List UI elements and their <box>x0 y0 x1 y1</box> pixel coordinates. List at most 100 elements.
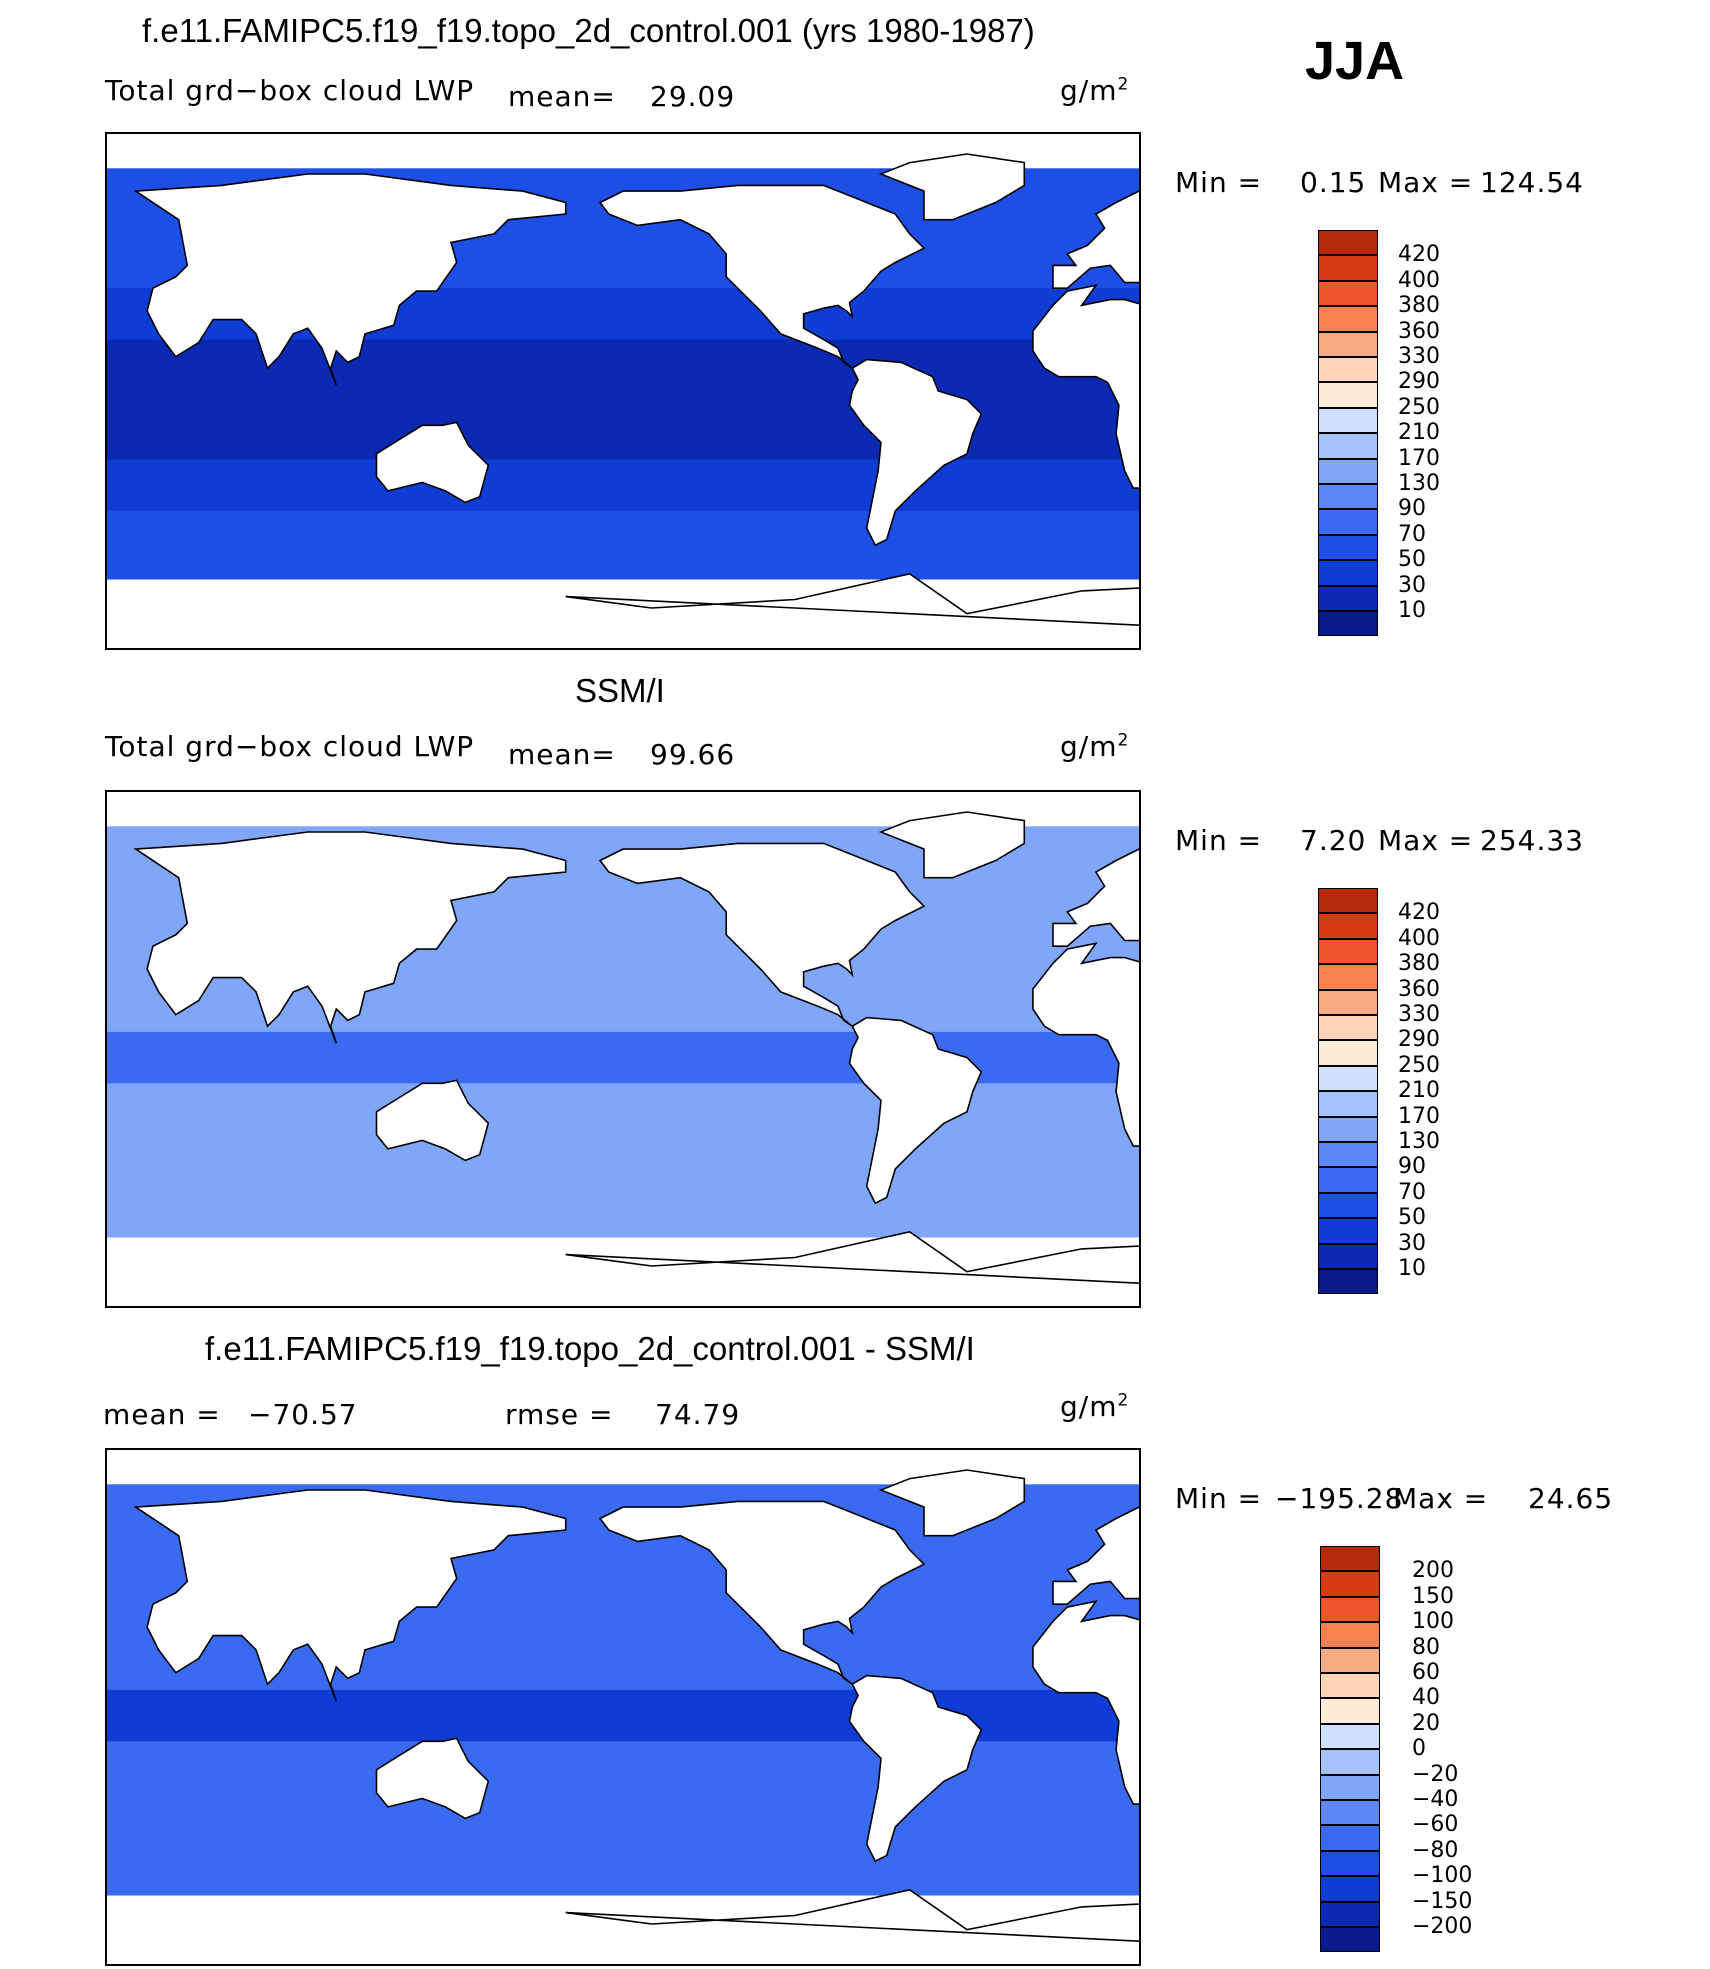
panel2-min-label: Min = <box>1175 824 1263 857</box>
ocean-field-band <box>107 1220 1139 1238</box>
ocean-field-band <box>107 1014 1139 1033</box>
colorbar-swatch <box>1318 1269 1378 1295</box>
ocean-field-band <box>107 1066 1139 1084</box>
ocean-field-band <box>107 339 1139 358</box>
colorbar-swatch <box>1318 1218 1378 1244</box>
colorbar-swatch <box>1320 1622 1380 1648</box>
colorbar-swatch <box>1318 888 1378 914</box>
panel1-min-value: 0.15 <box>1300 166 1367 199</box>
ocean-field-band <box>107 1792 1139 1811</box>
continent-antarctica <box>565 1888 1139 1942</box>
colorbar-tick-label: 130 <box>1398 471 1440 496</box>
continent-greenland <box>878 811 1026 879</box>
colorbar-swatch <box>1320 1901 1380 1927</box>
colorbar-swatch <box>1318 611 1378 637</box>
panel2-mean-value: 99.66 <box>650 738 736 771</box>
ocean-field-band <box>107 1844 1139 1862</box>
ocean-field-band <box>107 562 1139 580</box>
colorbar-swatch <box>1320 1673 1380 1699</box>
colorbar-tick-label: 10 <box>1398 1256 1426 1281</box>
ocean-field-band <box>107 1809 1139 1828</box>
colorbar-swatch <box>1320 1850 1380 1877</box>
panel3-rmse-value: 74.79 <box>655 1398 741 1431</box>
colorbar-tick-label: 80 <box>1412 1634 1440 1660</box>
ocean-field-band <box>107 1878 1139 1896</box>
panel3-max-label: Max = <box>1393 1482 1489 1515</box>
colorbar-tick-label: −80 <box>1412 1837 1459 1863</box>
colorbar-tick-label: 130 <box>1398 1129 1440 1154</box>
ocean-field-band <box>107 1100 1139 1119</box>
colorbar-swatch <box>1318 534 1378 561</box>
panel3-map <box>105 1448 1141 1966</box>
continent-greenland <box>878 153 1026 221</box>
ocean-field-band <box>107 373 1139 392</box>
colorbar-swatch <box>1318 484 1378 510</box>
colorbar-tick-label: 330 <box>1398 1002 1440 1027</box>
colorbar-swatch <box>1318 382 1378 408</box>
panel1-map <box>105 132 1141 650</box>
panel2-colorbar: 420 400 380 360 330 290 250 210 170 130 90 70 50 30 10 <box>1318 888 1518 1298</box>
colorbar-swatch <box>1318 1015 1378 1041</box>
colorbar-swatch <box>1320 1647 1380 1673</box>
colorbar-tick-label: 20 <box>1412 1710 1440 1736</box>
ocean-field-band <box>107 442 1139 461</box>
ocean-field-band <box>107 1707 1139 1725</box>
panel2-max-label: Max = <box>1378 824 1474 857</box>
ocean-field-band <box>107 1168 1139 1187</box>
ocean-field-band <box>107 356 1139 375</box>
continent-antarctica <box>565 1230 1139 1284</box>
colorbar-swatch <box>1318 1091 1378 1117</box>
colorbar-swatch <box>1318 1040 1378 1066</box>
panel1-mean-label: mean= <box>508 80 616 113</box>
panel2-units: g/m2 <box>1060 730 1130 763</box>
colorbar-swatch <box>1320 1876 1380 1902</box>
panel1-colorbar: 420 400 380 360 330 290 250 210 170 130 90 70 50 30 10 <box>1318 230 1518 640</box>
panel1-max-label: Max = <box>1378 166 1474 199</box>
colorbar-tick-label: 170 <box>1398 1103 1440 1129</box>
ocean-field-band <box>107 1049 1139 1067</box>
panel3-rmse-label: rmse = <box>505 1398 614 1431</box>
ocean-field-band <box>107 1134 1139 1153</box>
continent-africa <box>1032 1600 1139 1805</box>
ocean-field-band <box>107 1655 1139 1674</box>
continent-europe <box>1052 1506 1139 1605</box>
colorbar-tick-label: −100 <box>1412 1863 1473 1889</box>
colorbar-tick-label: 250 <box>1398 394 1440 420</box>
panel2-map-svg <box>107 811 1139 1306</box>
colorbar-tick-label: 210 <box>1398 420 1440 446</box>
ocean-field-band <box>107 1186 1139 1204</box>
panel3-units: g/m2 <box>1060 1390 1130 1423</box>
ocean-field-band <box>107 408 1139 426</box>
colorbar-tick-label: 60 <box>1412 1660 1440 1685</box>
colorbar-tick-label: 290 <box>1398 369 1440 395</box>
colorbar-swatch <box>1318 1142 1378 1168</box>
colorbar-tick-label: 330 <box>1398 344 1440 369</box>
panel1-max-value: 124.54 <box>1480 166 1584 199</box>
colorbar-tick-label: 40 <box>1412 1685 1440 1711</box>
ocean-field-band <box>107 1117 1139 1136</box>
colorbar-swatch <box>1320 1723 1380 1750</box>
ocean-field-band <box>107 1861 1139 1879</box>
colorbar-tick-label: 250 <box>1398 1052 1440 1078</box>
colorbar-swatch <box>1318 433 1378 459</box>
colorbar-tick-label: 30 <box>1398 572 1426 598</box>
colorbar-tick-label: 100 <box>1412 1609 1454 1635</box>
colorbar-swatch <box>1320 1698 1380 1724</box>
panel1-mean-value: 29.09 <box>650 80 736 113</box>
colorbar-swatch <box>1320 1546 1380 1572</box>
continent-africa <box>1032 942 1139 1147</box>
ocean-field-band <box>107 476 1139 495</box>
colorbar-swatch <box>1318 280 1378 307</box>
colorbar-tick-label: 420 <box>1398 900 1440 926</box>
panel2-variable: Total grd−box cloud LWP <box>105 730 475 763</box>
colorbar-swatch <box>1318 1192 1378 1219</box>
colorbar-swatch <box>1318 255 1378 281</box>
panel3-min-label: Min = <box>1175 1482 1263 1515</box>
panel3-min-value: −195.28 <box>1275 1482 1404 1515</box>
ocean-field-band <box>107 459 1139 478</box>
colorbar-swatch <box>1318 964 1378 990</box>
continent-samerica <box>848 358 983 547</box>
colorbar-tick-label: 360 <box>1398 976 1440 1002</box>
continent-australia <box>375 1079 490 1162</box>
colorbar-tick-label: −150 <box>1412 1888 1473 1914</box>
